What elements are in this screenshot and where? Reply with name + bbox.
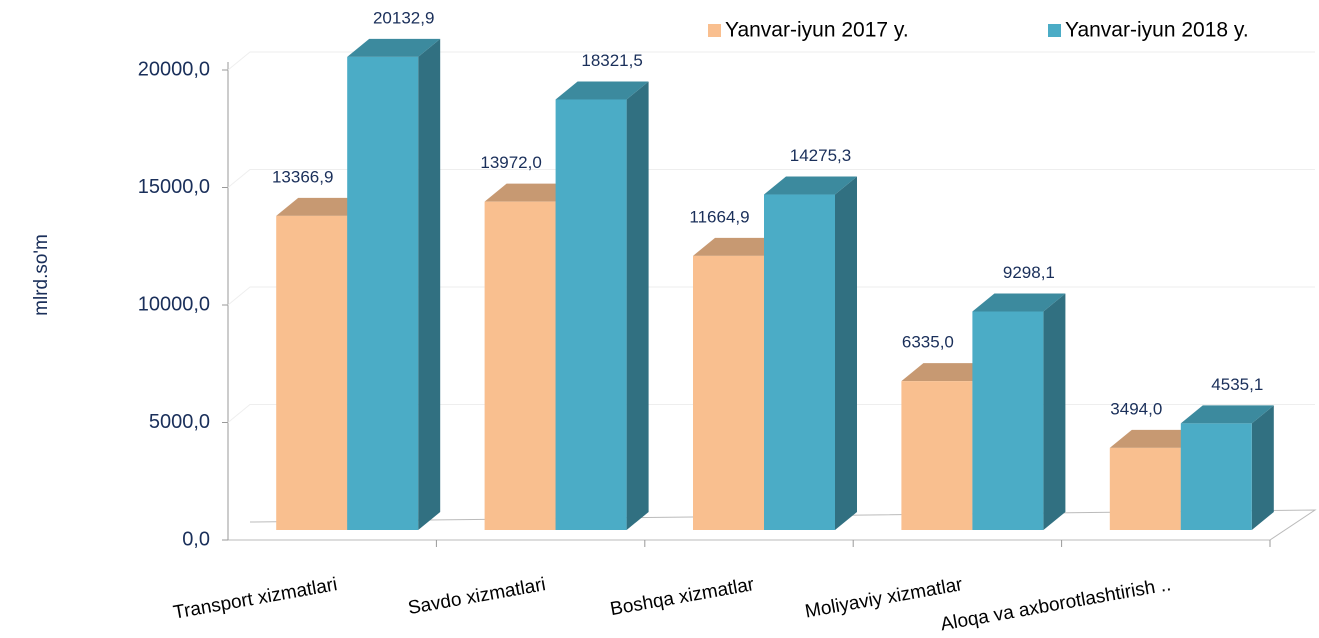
data-label: 11664,9 [689, 207, 749, 226]
bar-top [972, 293, 1066, 312]
bar [484, 201, 556, 530]
legend-swatch [1048, 24, 1061, 37]
x-tick-label: Transport xizmatlari [172, 574, 339, 624]
legend-label: Yanvar-iyun 2018 y. [1065, 19, 1249, 42]
y-axis-label: mlrd.so'm [31, 234, 52, 316]
bar-top [276, 197, 370, 216]
bar-top [555, 81, 649, 100]
x-tick-label: Aloqa va axborotlashtirish .. [939, 574, 1173, 635]
legend-label: Yanvar-iyun 2017 y. [725, 19, 909, 42]
bar-top [901, 363, 995, 382]
data-label: 20132,9 [373, 8, 434, 27]
bar-top [484, 183, 578, 202]
grid-line [227, 51, 1315, 71]
bar [764, 194, 835, 530]
y-tick-label: 20000,0 [138, 58, 210, 80]
data-label: 13366,9 [272, 167, 333, 186]
bar [901, 381, 973, 530]
data-label: 6335,0 [902, 333, 954, 352]
grid-line [227, 169, 1315, 188]
bar [1109, 447, 1181, 530]
x-tick-label: Savdo xizmatlari [406, 574, 547, 619]
bar-top [1180, 405, 1274, 424]
bar [555, 99, 627, 530]
data-label: 9298,1 [1003, 263, 1055, 282]
bar-top [693, 237, 786, 256]
data-label: 3494,0 [1110, 399, 1162, 418]
grid-line [227, 286, 1315, 306]
y-tick-label: 0,0 [182, 528, 210, 550]
y-tick-label: 5000,0 [149, 411, 210, 433]
data-label: 4535,1 [1211, 375, 1263, 394]
bar-side [835, 176, 857, 530]
legend-swatch [708, 24, 721, 37]
data-label: 14275,3 [790, 146, 851, 165]
data-label: 13972,0 [480, 153, 541, 172]
y-tick-label: 15000,0 [138, 176, 210, 198]
y-tick-label: 10000,0 [138, 293, 210, 315]
bar [972, 311, 1044, 530]
bar-top [764, 176, 857, 195]
x-tick-label: Boshqa xizmatlar [609, 574, 757, 620]
bar-top [347, 38, 441, 57]
bar-side [1251, 405, 1274, 530]
data-label: 18321,5 [581, 51, 642, 70]
bar [693, 255, 764, 530]
bar-side [1043, 293, 1066, 530]
bar-top [1109, 429, 1203, 448]
bar-side [626, 81, 649, 530]
bar-side [418, 38, 441, 530]
bar [1180, 423, 1252, 530]
bar [276, 215, 348, 530]
bar [347, 56, 419, 530]
